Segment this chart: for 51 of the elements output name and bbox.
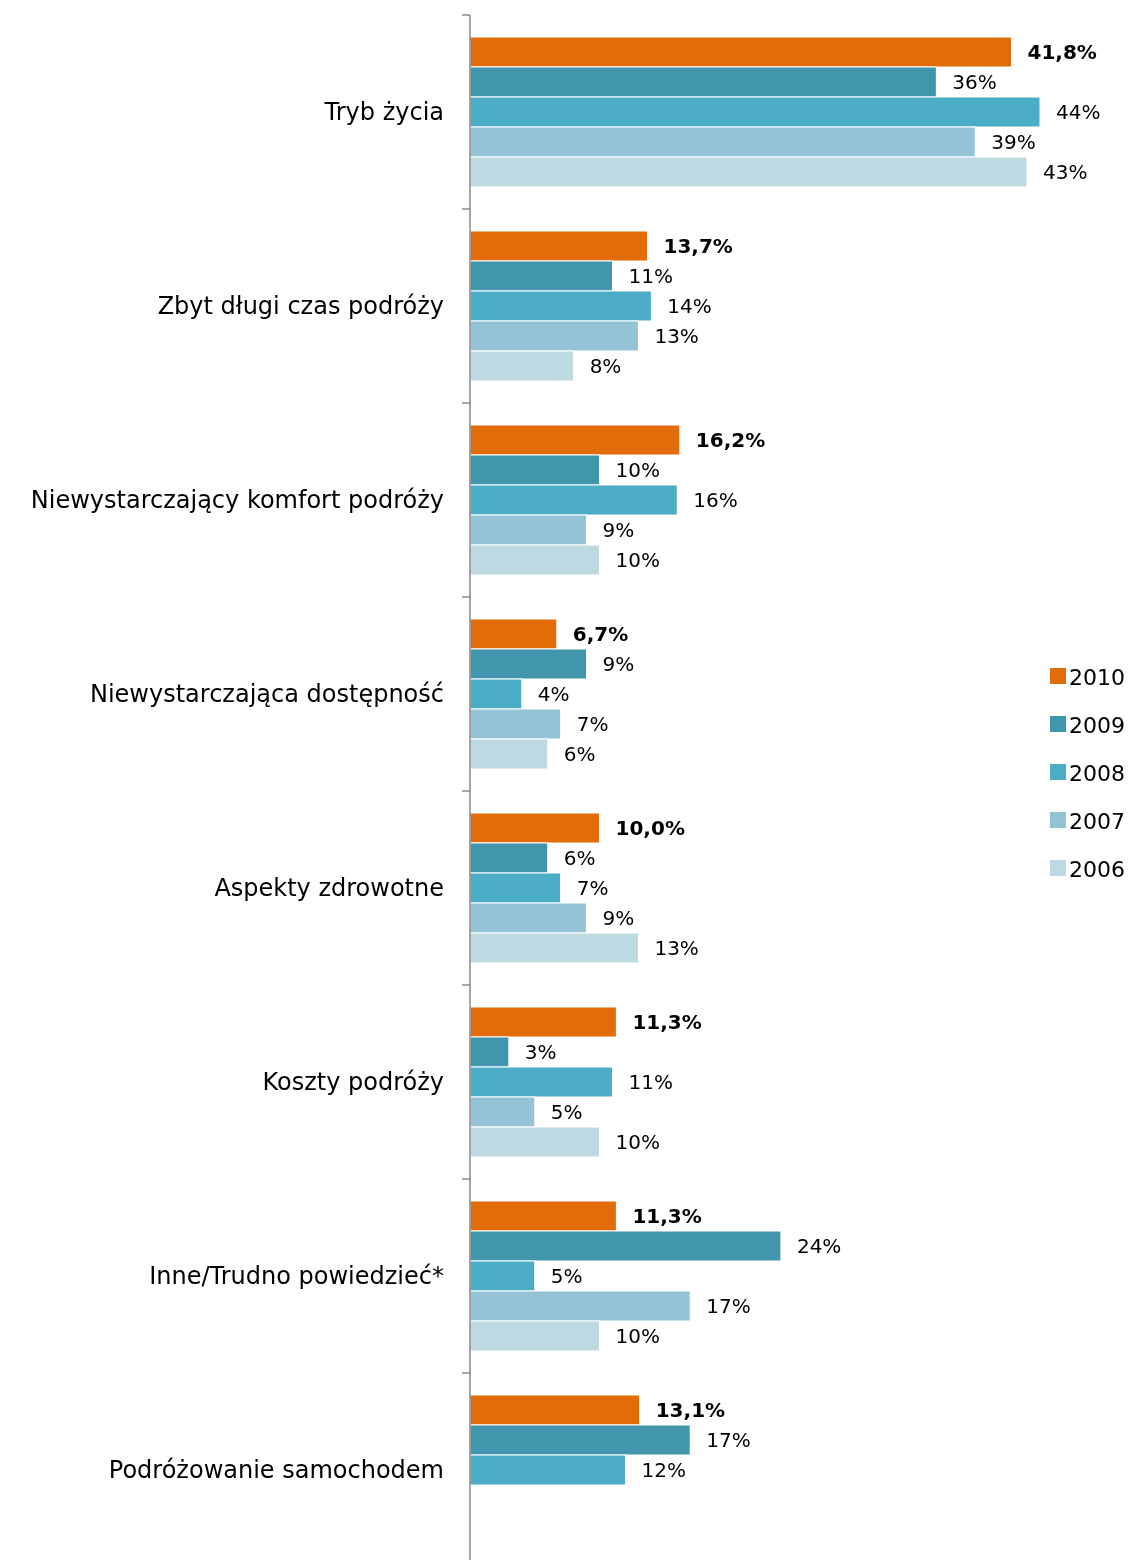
y-tick-label: Podróżowanie samochodem — [108, 1456, 444, 1484]
data-label: 11,3% — [632, 1204, 702, 1228]
data-label: 6% — [563, 742, 596, 766]
y-tick-label: Koszty podróży — [262, 1068, 444, 1096]
data-label: 13,1% — [655, 1398, 726, 1422]
data-label: 11,3% — [632, 1010, 702, 1034]
y-tick-label: Aspekty zdrowotne — [214, 874, 444, 902]
data-label: 16% — [693, 488, 738, 512]
data-label: 5% — [550, 1264, 583, 1288]
data-label: 8% — [589, 354, 622, 378]
data-label: 13,7% — [663, 234, 733, 258]
data-label: 4% — [537, 682, 570, 706]
data-label: 14% — [667, 294, 712, 318]
legend-label: 2008 — [1069, 761, 1125, 786]
data-label: 7% — [576, 712, 609, 736]
y-tick-label: Tryb życia — [323, 98, 444, 126]
y-tick-label: Niewystarczająca dostępność — [89, 680, 444, 708]
data-label: 13% — [654, 324, 699, 348]
y-tick-label: Inne/Trudno powiedzieć* — [149, 1262, 444, 1290]
data-label: 9% — [602, 906, 635, 930]
data-label: 39% — [991, 130, 1036, 154]
data-label: 13% — [654, 936, 699, 960]
legend-label: 2007 — [1069, 809, 1125, 834]
data-label: 12% — [641, 1458, 686, 1482]
data-label: 10% — [615, 458, 660, 482]
data-label: 11% — [628, 264, 673, 288]
data-label: 10,0% — [615, 816, 685, 840]
data-label: 10% — [615, 1324, 660, 1348]
data-label: 9% — [602, 518, 635, 542]
legend-label: 2009 — [1069, 713, 1125, 738]
data-label: 17% — [706, 1294, 751, 1318]
data-label: 24% — [796, 1234, 842, 1258]
data-label: 9% — [602, 652, 635, 676]
data-label: 36% — [952, 70, 997, 94]
data-label: 5% — [550, 1100, 583, 1124]
y-tick-label: Zbyt długi czas podróży — [157, 292, 444, 320]
data-label: 11% — [628, 1070, 673, 1094]
data-label: 44% — [1056, 100, 1101, 124]
data-label: 41,8% — [1027, 40, 1097, 64]
data-label: 43% — [1043, 160, 1088, 184]
data-label: 10% — [615, 548, 660, 572]
data-label: 3% — [524, 1040, 557, 1064]
data-label: 17% — [706, 1428, 751, 1452]
data-label: 10% — [615, 1130, 660, 1154]
legend-label: 2010 — [1069, 665, 1125, 690]
data-label: 7% — [576, 876, 609, 900]
legend-label: 2006 — [1069, 857, 1125, 882]
data-label: 6% — [563, 846, 596, 870]
data-label: 16,2% — [695, 428, 766, 452]
y-tick-label: Niewystarczający komfort podróży — [30, 486, 444, 514]
data-label: 6,7% — [572, 622, 629, 646]
